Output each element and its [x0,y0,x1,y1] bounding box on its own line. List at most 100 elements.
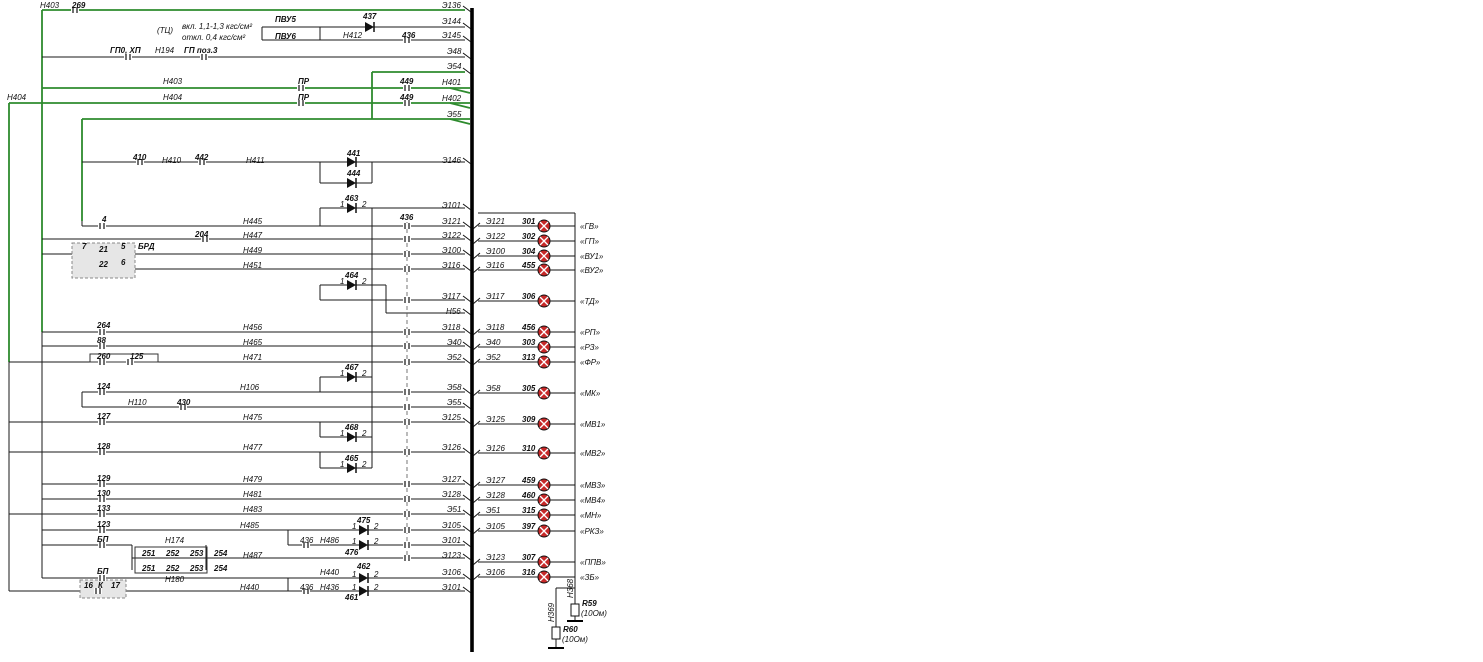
lamp-3: Э100 304 «ВУ1» [472,247,604,263]
diode-pin-1: 1 [352,583,356,592]
lamp-13: Э128 460 «МВ4» [472,491,606,507]
label-260: 260 [96,352,111,361]
top-wires [42,26,465,58]
diode-465 [347,463,357,473]
diode-pin-2: 2 [361,369,367,378]
label-252b: 252 [165,564,180,573]
label-h402: Н402 [442,94,462,103]
label-bp2: БП [97,567,109,576]
label-e136: Э136 [442,1,461,10]
diode-pin-1: 1 [340,369,344,378]
contact [403,236,411,242]
bus-entry-tick [462,203,472,211]
label-410: 410 [132,153,147,162]
contact [302,588,310,594]
bus-entry-tick [462,525,472,533]
label-h486: Н486 [320,536,340,545]
label-88: 88 [97,336,106,345]
lamp-wire-label: Э125 [486,415,505,424]
contact [403,481,411,487]
label-h449: Н449 [243,246,263,255]
label-204: 204 [194,230,209,239]
lamp-label: «РП» [580,328,601,337]
lamp-label: «РЗ» [580,343,600,352]
label-e48: Э48 [447,47,462,56]
label-d444: 444 [346,169,361,178]
bus-entry-tick [462,447,472,455]
label-off-pressure: откл. 0,4 кгс/см² [182,33,246,42]
diode-pin-1: 1 [340,200,344,209]
contact [403,329,411,335]
diode-pin-2: 2 [361,429,367,438]
contact [403,297,411,303]
label-h475: Н475 [243,413,263,422]
bus-entry-tick [462,295,472,303]
resistor-r60 [548,624,564,649]
label-h487: Н487 [243,551,263,560]
diode-444 [347,178,357,188]
bus-entry-tick [462,387,472,395]
label-h56: Н56 [446,307,461,316]
contact [98,449,106,455]
contact [98,359,106,365]
contact [98,481,106,487]
bus-entry-tick [462,402,472,410]
lamp-number: 303 [522,338,536,347]
lamp-label: «ГП» [580,237,600,246]
lamp-11: Э126 310 «МВ2» [472,444,606,460]
diode-437 [365,22,375,32]
label-e117: Э117 [442,292,461,301]
label-r59: R59 [582,599,597,608]
bus-entry-tick [462,221,472,229]
lamp-wire-label: Э40 [486,338,501,347]
label-251a: 251 [141,549,156,558]
contact [98,575,106,581]
label-e106: Э106 [442,568,461,577]
diode-463 [347,203,357,213]
label-h411: Н411 [246,156,265,165]
label-d476: 476 [344,548,359,557]
bus-entry-tick [462,22,472,30]
lamp-number: 310 [522,444,536,453]
label-h465: Н465 [243,338,263,347]
lamp-9: Э58 305 «МК» [472,384,601,400]
label-h180: Н180 [165,575,185,584]
label-253a: 253 [189,549,204,558]
label-e58: Э58 [447,383,462,392]
label-c436b: 436 [300,536,314,545]
label-h436: Н436 [320,583,340,592]
contact [98,496,106,502]
green-rails [8,9,471,362]
label-251b: 251 [141,564,156,573]
contacts [71,5,472,594]
lamp-label: «МВ1» [580,420,606,429]
label-b21: 21 [98,245,108,254]
contact [201,236,209,242]
label-h471: Н471 [243,353,262,362]
bus-entry-tick [462,509,472,517]
contact [297,100,305,106]
bus-entry-tick [462,327,472,335]
bus-entry-tick [462,264,472,272]
label-b5: 5 [121,242,126,251]
label-e101-a: Э101 [442,201,461,210]
label-h481: Н481 [243,490,262,499]
label-e100: Э100 [442,246,461,255]
lamp-12: Э127 459 «МВ3» [472,476,606,492]
lamp-number: 301 [522,217,536,226]
contact [98,389,106,395]
label-d468: 468 [344,423,359,432]
label-254b: 254 [213,564,228,573]
bus-entry-tick [462,249,472,257]
label-e126: Э126 [442,443,461,452]
lamp-wire-label: Э117 [486,292,505,301]
label-123: 123 [97,520,111,529]
lamp-number: 309 [522,415,536,424]
label-e40: Э40 [447,338,462,347]
lamp-label: «ВУ1» [580,252,604,261]
lamp-number: 460 [521,491,536,500]
lamp-number: 456 [521,323,536,332]
label-k17: 17 [111,581,120,590]
lamp-5: Э117 306 «ТД» [472,292,600,308]
